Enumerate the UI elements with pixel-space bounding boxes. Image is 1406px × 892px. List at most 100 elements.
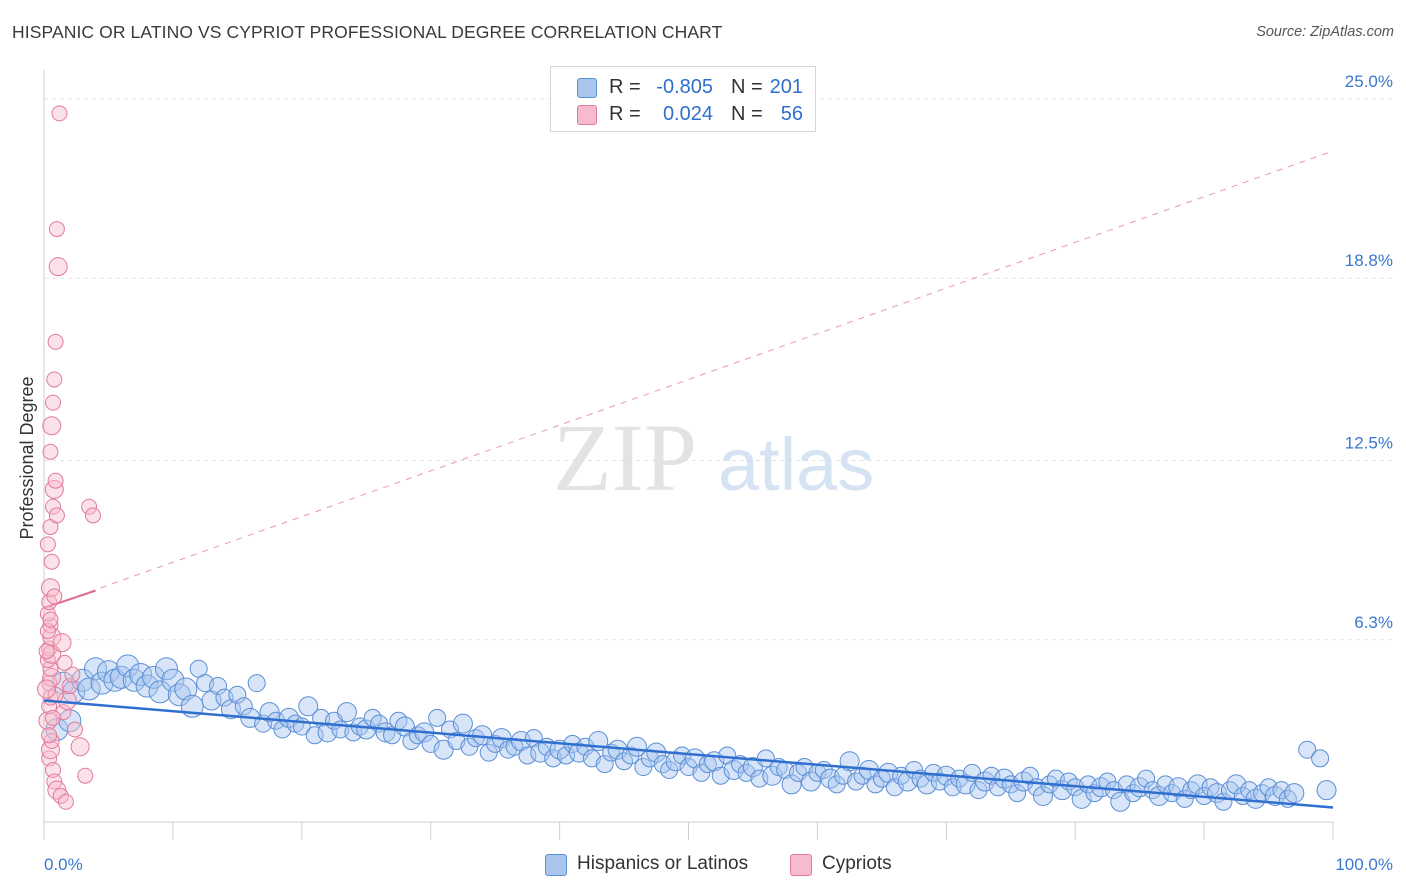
hispanics-point: [1124, 784, 1143, 803]
hispanics-point: [969, 781, 988, 800]
legend-n-value: 201: [769, 76, 803, 98]
hispanics-point: [142, 665, 166, 689]
cypriots-point: [66, 721, 83, 738]
hispanics-point: [1298, 740, 1317, 759]
cypriots-point: [70, 737, 90, 757]
cypriots-point: [42, 416, 62, 436]
hispanics-point: [116, 654, 140, 678]
hispanics-point: [1316, 780, 1337, 801]
hispanics-point: [103, 668, 127, 692]
hispanics-point: [750, 769, 769, 788]
hispanics-point: [1021, 766, 1040, 785]
cypriots-point: [51, 105, 68, 122]
hispanics-points: [45, 654, 1337, 812]
hispanics-point: [756, 749, 775, 768]
cypriots-point: [48, 257, 68, 277]
hispanics-point: [711, 766, 730, 785]
y-tick-label: 18.8%: [1345, 251, 1393, 270]
hispanics-point: [336, 702, 357, 723]
legend-row-hispanics: R = -0.805 N = 201: [551, 73, 815, 101]
stats-legend: R = -0.805 N = 201 R = 0.024 N = 56: [550, 66, 816, 132]
cypriots-point: [42, 611, 59, 628]
cypriots-point: [48, 507, 65, 524]
grid-lines: [44, 98, 1393, 641]
cypriots-trend-extension: [43, 150, 1334, 609]
hispanics-point: [433, 739, 454, 760]
hispanics-point: [742, 757, 763, 778]
cypriots-point: [41, 727, 58, 744]
hispanics-point: [781, 774, 802, 795]
cypriots-point: [45, 394, 62, 411]
hispanics-point: [452, 713, 473, 734]
hispanics-point: [800, 771, 821, 792]
hispanics-point: [209, 677, 228, 696]
watermark-zip: ZIP: [553, 404, 697, 511]
legend-r-label: R =: [609, 76, 641, 98]
hispanics-point: [148, 680, 172, 704]
y-tick-label: 12.5%: [1345, 433, 1393, 452]
hispanics-point: [595, 755, 614, 774]
hispanics-point: [1311, 749, 1330, 768]
cypriots-trend: [43, 150, 1334, 609]
cypriots-point: [37, 679, 57, 699]
hispanics-point: [853, 766, 872, 785]
cypriots-points: [37, 105, 101, 810]
cypriots-point: [46, 371, 63, 388]
hispanics-point: [626, 736, 647, 757]
x-tick-label: 100.0%: [1335, 855, 1393, 874]
cypriots-point: [57, 793, 74, 810]
cypriots-point: [40, 578, 60, 598]
hispanics-point: [1201, 778, 1220, 797]
hispanics-point: [161, 668, 185, 692]
hispanics-point: [885, 778, 904, 797]
cypriots-point: [84, 507, 101, 524]
hispanics-point: [154, 657, 178, 681]
hispanics-point: [174, 677, 198, 701]
series-legend: Hispanics or Latinos Cypriots: [0, 852, 1406, 878]
cypriots-point: [52, 633, 72, 653]
source-label: Source: ZipAtlas.com: [1256, 24, 1394, 40]
legend-n-label: N =: [731, 103, 763, 125]
hispanics-point: [421, 734, 440, 753]
hispanics-point: [518, 746, 537, 765]
legend-n-value: 56: [780, 103, 803, 125]
hispanics-point: [1110, 791, 1131, 812]
cypriots-point: [56, 654, 73, 671]
cypriots-point: [45, 498, 62, 515]
cypriots-point: [48, 221, 65, 238]
cypriots-point: [39, 536, 56, 553]
y-tick-label: 6.3%: [1354, 613, 1393, 632]
hispanics-point: [247, 674, 266, 693]
legend-swatch-cypriots: [790, 854, 812, 876]
legend-r-value: -0.805: [656, 76, 713, 98]
cypriots-point: [45, 761, 62, 778]
hispanics-point: [259, 702, 280, 723]
hispanics-point: [557, 746, 576, 765]
cypriots-point: [64, 666, 81, 683]
legend-r-value: 0.024: [662, 103, 713, 125]
cypriots-point: [77, 767, 94, 784]
hispanics-point: [305, 726, 324, 745]
cypriots-point: [55, 704, 72, 721]
legend-r-label: R =: [609, 103, 641, 125]
tick-labels: 6.3% 12.5% 18.8% 25.0% 0.0% 100.0%: [44, 72, 1393, 874]
axes: [43, 70, 1334, 840]
cypriots-point: [47, 333, 64, 350]
legend-row-cypriots: R = 0.024 N = 56: [551, 100, 815, 128]
hispanics-point: [428, 708, 447, 727]
cypriots-point: [47, 472, 64, 489]
hispanics-point: [1032, 785, 1053, 806]
cypriots-point: [43, 553, 60, 570]
hispanics-point: [58, 709, 82, 733]
legend-swatch-hispanics: [577, 78, 597, 98]
hispanics-point: [1008, 784, 1027, 803]
cypriots-point: [81, 498, 98, 515]
hispanics-trend-line: [43, 699, 1334, 809]
hispanics-point: [1284, 783, 1305, 804]
hispanics-point: [505, 737, 524, 756]
cypriots-point: [42, 443, 59, 460]
legend-n-label: N =: [731, 76, 763, 98]
y-axis-label: Professional Degree: [17, 376, 37, 539]
cypriots-point: [38, 643, 55, 660]
